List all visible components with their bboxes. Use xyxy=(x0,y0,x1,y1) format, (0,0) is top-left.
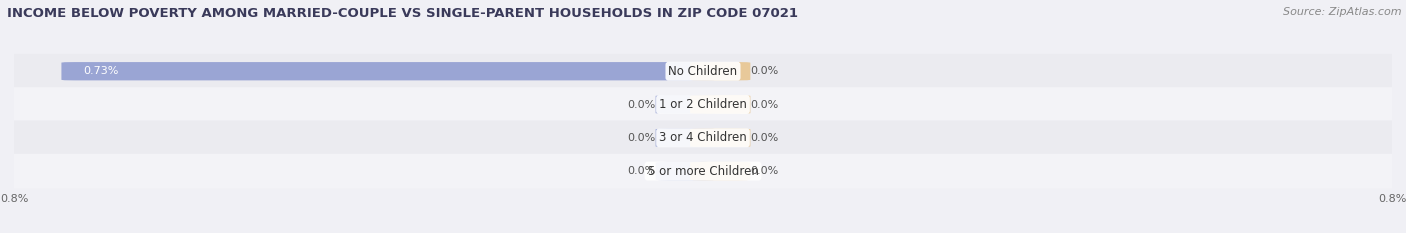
Text: 0.0%: 0.0% xyxy=(751,99,779,110)
Text: 0.0%: 0.0% xyxy=(627,99,655,110)
FancyBboxPatch shape xyxy=(62,62,716,80)
FancyBboxPatch shape xyxy=(0,87,1406,122)
FancyBboxPatch shape xyxy=(690,129,751,147)
FancyBboxPatch shape xyxy=(690,95,751,114)
Text: No Children: No Children xyxy=(668,65,738,78)
FancyBboxPatch shape xyxy=(690,162,751,180)
Text: 0.0%: 0.0% xyxy=(627,166,655,176)
FancyBboxPatch shape xyxy=(655,129,716,147)
FancyBboxPatch shape xyxy=(0,120,1406,155)
Text: Source: ZipAtlas.com: Source: ZipAtlas.com xyxy=(1284,7,1402,17)
Text: 3 or 4 Children: 3 or 4 Children xyxy=(659,131,747,144)
Text: 5 or more Children: 5 or more Children xyxy=(648,164,758,178)
Text: 0.0%: 0.0% xyxy=(627,133,655,143)
Text: 0.0%: 0.0% xyxy=(751,133,779,143)
Text: 0.0%: 0.0% xyxy=(751,66,779,76)
Text: INCOME BELOW POVERTY AMONG MARRIED-COUPLE VS SINGLE-PARENT HOUSEHOLDS IN ZIP COD: INCOME BELOW POVERTY AMONG MARRIED-COUPL… xyxy=(7,7,799,20)
FancyBboxPatch shape xyxy=(690,62,751,80)
FancyBboxPatch shape xyxy=(0,154,1406,188)
FancyBboxPatch shape xyxy=(655,162,716,180)
Text: 1 or 2 Children: 1 or 2 Children xyxy=(659,98,747,111)
Text: 0.73%: 0.73% xyxy=(83,66,118,76)
FancyBboxPatch shape xyxy=(655,95,716,114)
Text: 0.0%: 0.0% xyxy=(751,166,779,176)
FancyBboxPatch shape xyxy=(0,54,1406,89)
